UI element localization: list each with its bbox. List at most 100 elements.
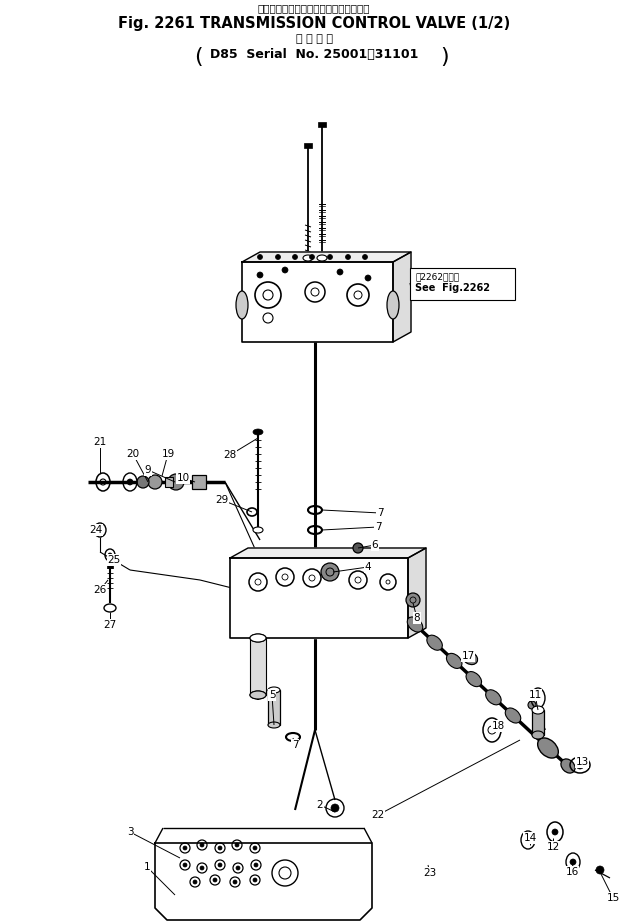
Circle shape (596, 866, 604, 874)
Bar (192, 475, 206, 489)
Ellipse shape (561, 759, 575, 773)
Text: 2: 2 (316, 800, 323, 810)
Text: 28: 28 (223, 450, 237, 460)
Ellipse shape (387, 291, 399, 319)
Circle shape (193, 880, 197, 884)
Text: 1: 1 (143, 862, 150, 872)
Circle shape (576, 761, 584, 769)
Ellipse shape (486, 690, 501, 704)
Circle shape (236, 866, 240, 870)
Ellipse shape (268, 722, 280, 728)
Text: 11: 11 (528, 690, 542, 700)
Ellipse shape (250, 691, 266, 699)
Text: 適 用 号 機: 適 用 号 機 (296, 34, 333, 44)
Ellipse shape (538, 738, 559, 758)
Text: See  Fig.2262: See Fig.2262 (415, 283, 490, 293)
Ellipse shape (447, 654, 462, 668)
Polygon shape (230, 558, 408, 638)
Circle shape (257, 272, 263, 278)
Circle shape (528, 701, 536, 709)
Polygon shape (155, 843, 372, 920)
Text: 8: 8 (414, 613, 420, 623)
Text: 7: 7 (292, 740, 298, 750)
Circle shape (148, 475, 162, 489)
Circle shape (552, 829, 558, 835)
Circle shape (253, 846, 257, 850)
Circle shape (254, 863, 258, 867)
Text: 24: 24 (89, 525, 103, 535)
Circle shape (257, 254, 262, 259)
Ellipse shape (168, 474, 184, 490)
Circle shape (127, 479, 133, 485)
Text: 29: 29 (215, 495, 228, 505)
Text: D85  Serial  No. 25001～31101: D85 Serial No. 25001～31101 (210, 48, 418, 61)
Text: 13: 13 (576, 757, 589, 767)
Text: 14: 14 (523, 833, 537, 843)
Bar (410, 268, 515, 300)
Ellipse shape (317, 255, 327, 261)
Text: 25: 25 (108, 555, 121, 565)
Circle shape (218, 863, 222, 867)
Circle shape (353, 543, 363, 553)
Text: 23: 23 (423, 868, 437, 878)
Circle shape (98, 528, 102, 532)
Circle shape (331, 804, 339, 812)
Circle shape (282, 267, 288, 273)
Circle shape (309, 254, 314, 259)
Circle shape (337, 269, 343, 275)
Bar (268, 690, 280, 725)
Text: 7: 7 (375, 522, 381, 532)
Circle shape (362, 254, 367, 259)
Text: 6: 6 (372, 540, 378, 550)
Bar (304, 143, 312, 148)
Text: 15: 15 (606, 893, 620, 903)
Bar (165, 477, 173, 487)
Bar (318, 122, 326, 127)
Circle shape (276, 254, 281, 259)
Ellipse shape (250, 634, 266, 642)
Text: 21: 21 (93, 437, 107, 447)
Ellipse shape (236, 291, 248, 319)
Circle shape (570, 859, 576, 865)
Text: 9: 9 (145, 465, 152, 475)
Bar (532, 710, 544, 735)
Circle shape (183, 863, 187, 867)
Text: トランスミッションコントロールバルブ: トランスミッションコントロールバルブ (258, 3, 370, 13)
Ellipse shape (427, 635, 442, 650)
Text: (: ( (194, 47, 203, 67)
Circle shape (406, 593, 420, 607)
Text: 17: 17 (462, 651, 475, 661)
Polygon shape (230, 548, 426, 558)
Circle shape (253, 878, 257, 882)
Circle shape (345, 254, 350, 259)
Ellipse shape (268, 687, 280, 693)
Text: 10: 10 (177, 473, 189, 483)
Circle shape (200, 843, 204, 847)
Circle shape (183, 846, 187, 850)
Circle shape (321, 563, 339, 581)
Circle shape (108, 553, 112, 557)
Text: 27: 27 (103, 620, 116, 630)
Circle shape (200, 866, 204, 870)
Circle shape (235, 843, 239, 847)
Circle shape (328, 254, 333, 259)
Text: 20: 20 (126, 449, 140, 459)
Circle shape (233, 880, 237, 884)
Ellipse shape (462, 652, 477, 665)
Polygon shape (393, 252, 411, 342)
Bar (107, 563, 113, 568)
Ellipse shape (505, 708, 521, 723)
Text: ): ) (440, 47, 448, 67)
Text: 5: 5 (269, 690, 276, 700)
Ellipse shape (303, 255, 313, 261)
Text: 16: 16 (565, 867, 579, 877)
Circle shape (137, 476, 149, 488)
Ellipse shape (253, 527, 263, 533)
Text: 3: 3 (126, 827, 133, 837)
Text: Fig. 2261 TRANSMISSION CONTROL VALVE (1/2): Fig. 2261 TRANSMISSION CONTROL VALVE (1/… (118, 16, 510, 31)
Polygon shape (408, 548, 426, 638)
Ellipse shape (407, 617, 423, 632)
Ellipse shape (532, 706, 544, 714)
Text: 12: 12 (547, 842, 560, 852)
Polygon shape (242, 262, 393, 342)
